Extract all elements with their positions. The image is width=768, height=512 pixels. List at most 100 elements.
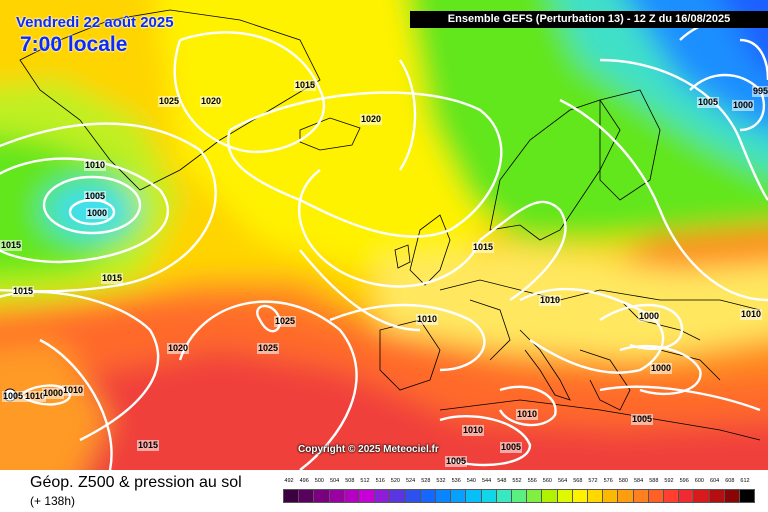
scale-color-cell	[404, 489, 421, 503]
scale-color-cell	[374, 489, 391, 503]
isobar-label: 1005	[500, 442, 523, 453]
scale-value-label: 576	[603, 478, 613, 484]
scale-value-label: 504	[330, 478, 340, 484]
isobar-label: 1015	[137, 440, 160, 451]
geopotential-color-fill	[0, 0, 768, 470]
isobar-label: 1000	[732, 100, 755, 111]
forecast-local-time: 7:00 locale	[20, 33, 128, 56]
scale-color-cell	[435, 489, 452, 503]
scale-color-cell	[495, 489, 512, 503]
isobar-label: 1010	[516, 409, 539, 420]
copyright-notice: Copyright © 2025 Meteociel.fr	[298, 444, 439, 455]
scale-color-cell	[693, 489, 710, 503]
scale-value-label: 604	[710, 478, 720, 484]
scale-value-label: 548	[497, 478, 507, 484]
isobar-label: 1020	[167, 343, 190, 354]
isobar-label: 1015	[472, 242, 495, 253]
scale-color-cell	[739, 489, 756, 503]
scale-color-cell	[328, 489, 345, 503]
scale-value-label: 512	[360, 478, 370, 484]
isobar-label: 1010	[416, 314, 439, 325]
map-parameter-title: Géop. Z500 & pression au sol	[30, 474, 242, 491]
geopotential-field	[0, 0, 768, 470]
scale-value-label: 524	[406, 478, 416, 484]
scale-color-cell	[571, 489, 588, 503]
isobar-label: 1005	[697, 97, 720, 108]
scale-color-cell	[556, 489, 573, 503]
isobar-label: 1020	[360, 114, 383, 125]
scale-value-label: 528	[421, 478, 431, 484]
scale-color-cell	[663, 489, 680, 503]
isobar-label: 1010	[84, 160, 107, 171]
scale-value-label: 592	[664, 478, 674, 484]
isobar-label: 1010	[740, 309, 763, 320]
scale-value-label: 520	[390, 478, 400, 484]
scale-color-cell	[480, 489, 497, 503]
scale-color-cell	[465, 489, 482, 503]
scale-color-cell	[343, 489, 360, 503]
scale-color-cell	[283, 489, 300, 503]
isobar-label: 1025	[257, 343, 280, 354]
isobar-label: 1000	[638, 311, 661, 322]
isobar-label: 1005	[445, 456, 468, 467]
scale-value-label: 612	[740, 478, 750, 484]
scale-value-label: 552	[512, 478, 522, 484]
scale-value-label: 544	[482, 478, 492, 484]
scale-color-cell	[511, 489, 528, 503]
scale-color-cell	[723, 489, 740, 503]
map-footer: Géop. Z500 & pression au sol (+ 138h) 49…	[0, 470, 768, 512]
forecast-step: (+ 138h)	[30, 494, 76, 508]
isobar-label: 1025	[274, 316, 297, 327]
isobar-label: 1015	[0, 240, 23, 251]
scale-value-label: 564	[558, 478, 568, 484]
isobar-label: 1000	[650, 363, 673, 374]
scale-value-label: 516	[375, 478, 385, 484]
scale-value-label: 572	[588, 478, 598, 484]
scale-value-label: 580	[618, 478, 628, 484]
scale-value-label: 584	[634, 478, 644, 484]
scale-color-cell	[298, 489, 315, 503]
scale-value-label: 500	[314, 478, 324, 484]
isobar-label: 1005	[2, 391, 25, 402]
scale-value-label: 540	[466, 478, 476, 484]
isobar-label: 1005	[631, 414, 654, 425]
isobar-label: 1010	[24, 391, 47, 402]
scale-value-label: 568	[573, 478, 583, 484]
model-run-info: Ensemble GEFS (Perturbation 13) - 12 Z d…	[410, 11, 768, 28]
scale-value-label: 588	[649, 478, 659, 484]
scale-color-cell	[541, 489, 558, 503]
isobar-label: 1025	[158, 96, 181, 107]
isobar-label: 1020	[200, 96, 223, 107]
scale-value-label: 536	[451, 478, 461, 484]
scale-color-cell	[678, 489, 695, 503]
scale-value-label: 492	[284, 478, 294, 484]
scale-value-label: 600	[694, 478, 704, 484]
scale-color-cell	[359, 489, 376, 503]
scale-color-cell	[602, 489, 619, 503]
scale-color-cell	[587, 489, 604, 503]
scale-value-label: 596	[679, 478, 689, 484]
geopotential-color-scale: 492 496 500 504 508 512 516 520 524 528 532 536 540 5…	[283, 478, 756, 512]
isobar-label: 1005	[84, 191, 107, 202]
scale-color-cell	[708, 489, 725, 503]
scale-color-cell	[313, 489, 330, 503]
isobar-label: 995	[752, 86, 768, 97]
scale-color-cell	[419, 489, 436, 503]
isobar-label: 1010	[539, 295, 562, 306]
scale-color-cell	[632, 489, 649, 503]
isobar-label: 1000	[86, 208, 109, 219]
weather-map: Vendredi 22 août 2025 7:00 locale Ensemb…	[0, 0, 768, 470]
scale-color-cell	[617, 489, 634, 503]
scale-color-cell	[647, 489, 664, 503]
scale-value-label: 608	[725, 478, 735, 484]
scale-value-label: 560	[542, 478, 552, 484]
scale-color-cell	[526, 489, 543, 503]
isobar-label: 1010	[462, 425, 485, 436]
scale-color-cell	[450, 489, 467, 503]
isobar-label: 1015	[294, 80, 317, 91]
isobar-label: 1015	[101, 273, 124, 284]
isobar-label: 1010	[62, 385, 85, 396]
scale-value-label: 496	[299, 478, 309, 484]
isobar-label: 1000	[42, 388, 65, 399]
scale-value-label: 556	[527, 478, 537, 484]
